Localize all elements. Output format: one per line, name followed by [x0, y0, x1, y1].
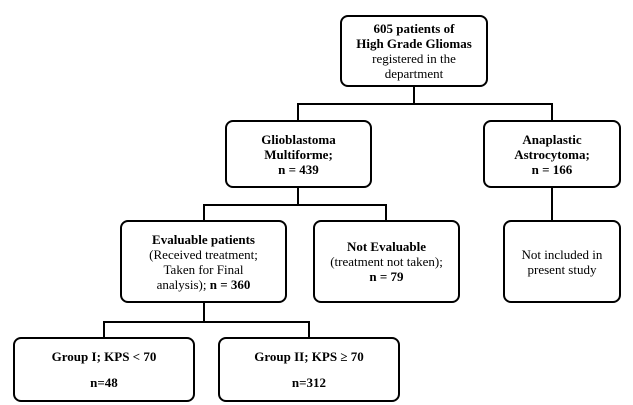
node-line: department: [385, 66, 443, 81]
node-text: present study: [527, 261, 597, 277]
node-line: Evaluable patients: [152, 232, 255, 247]
node-text: analysis);: [156, 276, 210, 292]
node-text: Glioblastoma: [261, 131, 336, 147]
node-line: Multiforme;: [264, 147, 333, 162]
node-box: Anaplastic Astrocytoma; n = 166: [483, 120, 621, 188]
node-line: present study: [528, 262, 597, 277]
node-line: (treatment not taken);: [330, 254, 443, 269]
node-line: n = 439: [278, 162, 319, 177]
node-line: registered in the: [372, 51, 456, 66]
node-line: Taken for Final: [164, 262, 244, 277]
node-line: (Received treatment;: [149, 247, 258, 262]
node-text: Multiforme;: [264, 146, 333, 162]
node-line: Group II; KPS ≥ 70: [254, 349, 363, 364]
node-text: n=312: [291, 374, 327, 390]
node-box: Group I; KPS < 70 n=48: [13, 337, 195, 402]
node-line: High Grade Gliomas: [356, 36, 472, 51]
node-box: Not Evaluable (treatment not taken); n = 7…: [313, 220, 460, 303]
node-text: n = 79: [369, 269, 404, 284]
node-text: High Grade Gliomas: [356, 36, 472, 51]
node-box: Group II; KPS ≥ 70 n=312: [218, 337, 400, 402]
node-text: (Received treatment;: [149, 246, 258, 262]
node-text: Evaluable patients: [152, 231, 255, 247]
node-line: n=48: [90, 375, 118, 390]
node-line: Group I; KPS < 70: [52, 349, 157, 364]
node-line: Not Evaluable: [347, 239, 426, 254]
node-text: n=48: [90, 374, 118, 390]
node-box: Not included in present study: [503, 220, 621, 303]
node-text: n = 439: [278, 161, 319, 177]
node-line: 605 patients of: [374, 21, 455, 36]
node-box: Evaluable patients (Received treatment; Ta…: [120, 220, 287, 303]
node-text: Astrocytoma;: [514, 146, 590, 162]
node-text: n = 360: [209, 276, 251, 292]
node-text: Not included in: [521, 246, 603, 262]
node-line: Astrocytoma;: [514, 147, 590, 162]
node-text: Group II; KPS ≥ 70: [254, 349, 364, 365]
node-text: Not Evaluable: [346, 239, 427, 254]
node-text: (treatment not taken);: [330, 254, 443, 269]
node-text: Taken for Final: [163, 261, 244, 277]
node-text: Group I; KPS < 70: [51, 349, 157, 365]
node-line: analysis); n = 360: [157, 277, 251, 292]
node-line: Not included in: [522, 247, 603, 262]
node-line: Glioblastoma: [261, 132, 335, 147]
node-text: Anaplastic: [522, 131, 582, 147]
node-text: n = 166: [531, 161, 573, 177]
node-line: n = 166: [532, 162, 573, 177]
node-line: Anaplastic: [522, 132, 581, 147]
node-box: Glioblastoma Multiforme; n = 439: [225, 120, 372, 188]
node-line: n = 79: [369, 269, 403, 284]
node-text: registered in the: [372, 51, 456, 66]
node-text: 605 patients of: [373, 21, 455, 36]
node-box: 605 patients of High Grade Gliomas registe…: [340, 15, 488, 87]
node-text: department: [384, 66, 444, 81]
node-line: n=312: [292, 375, 326, 390]
